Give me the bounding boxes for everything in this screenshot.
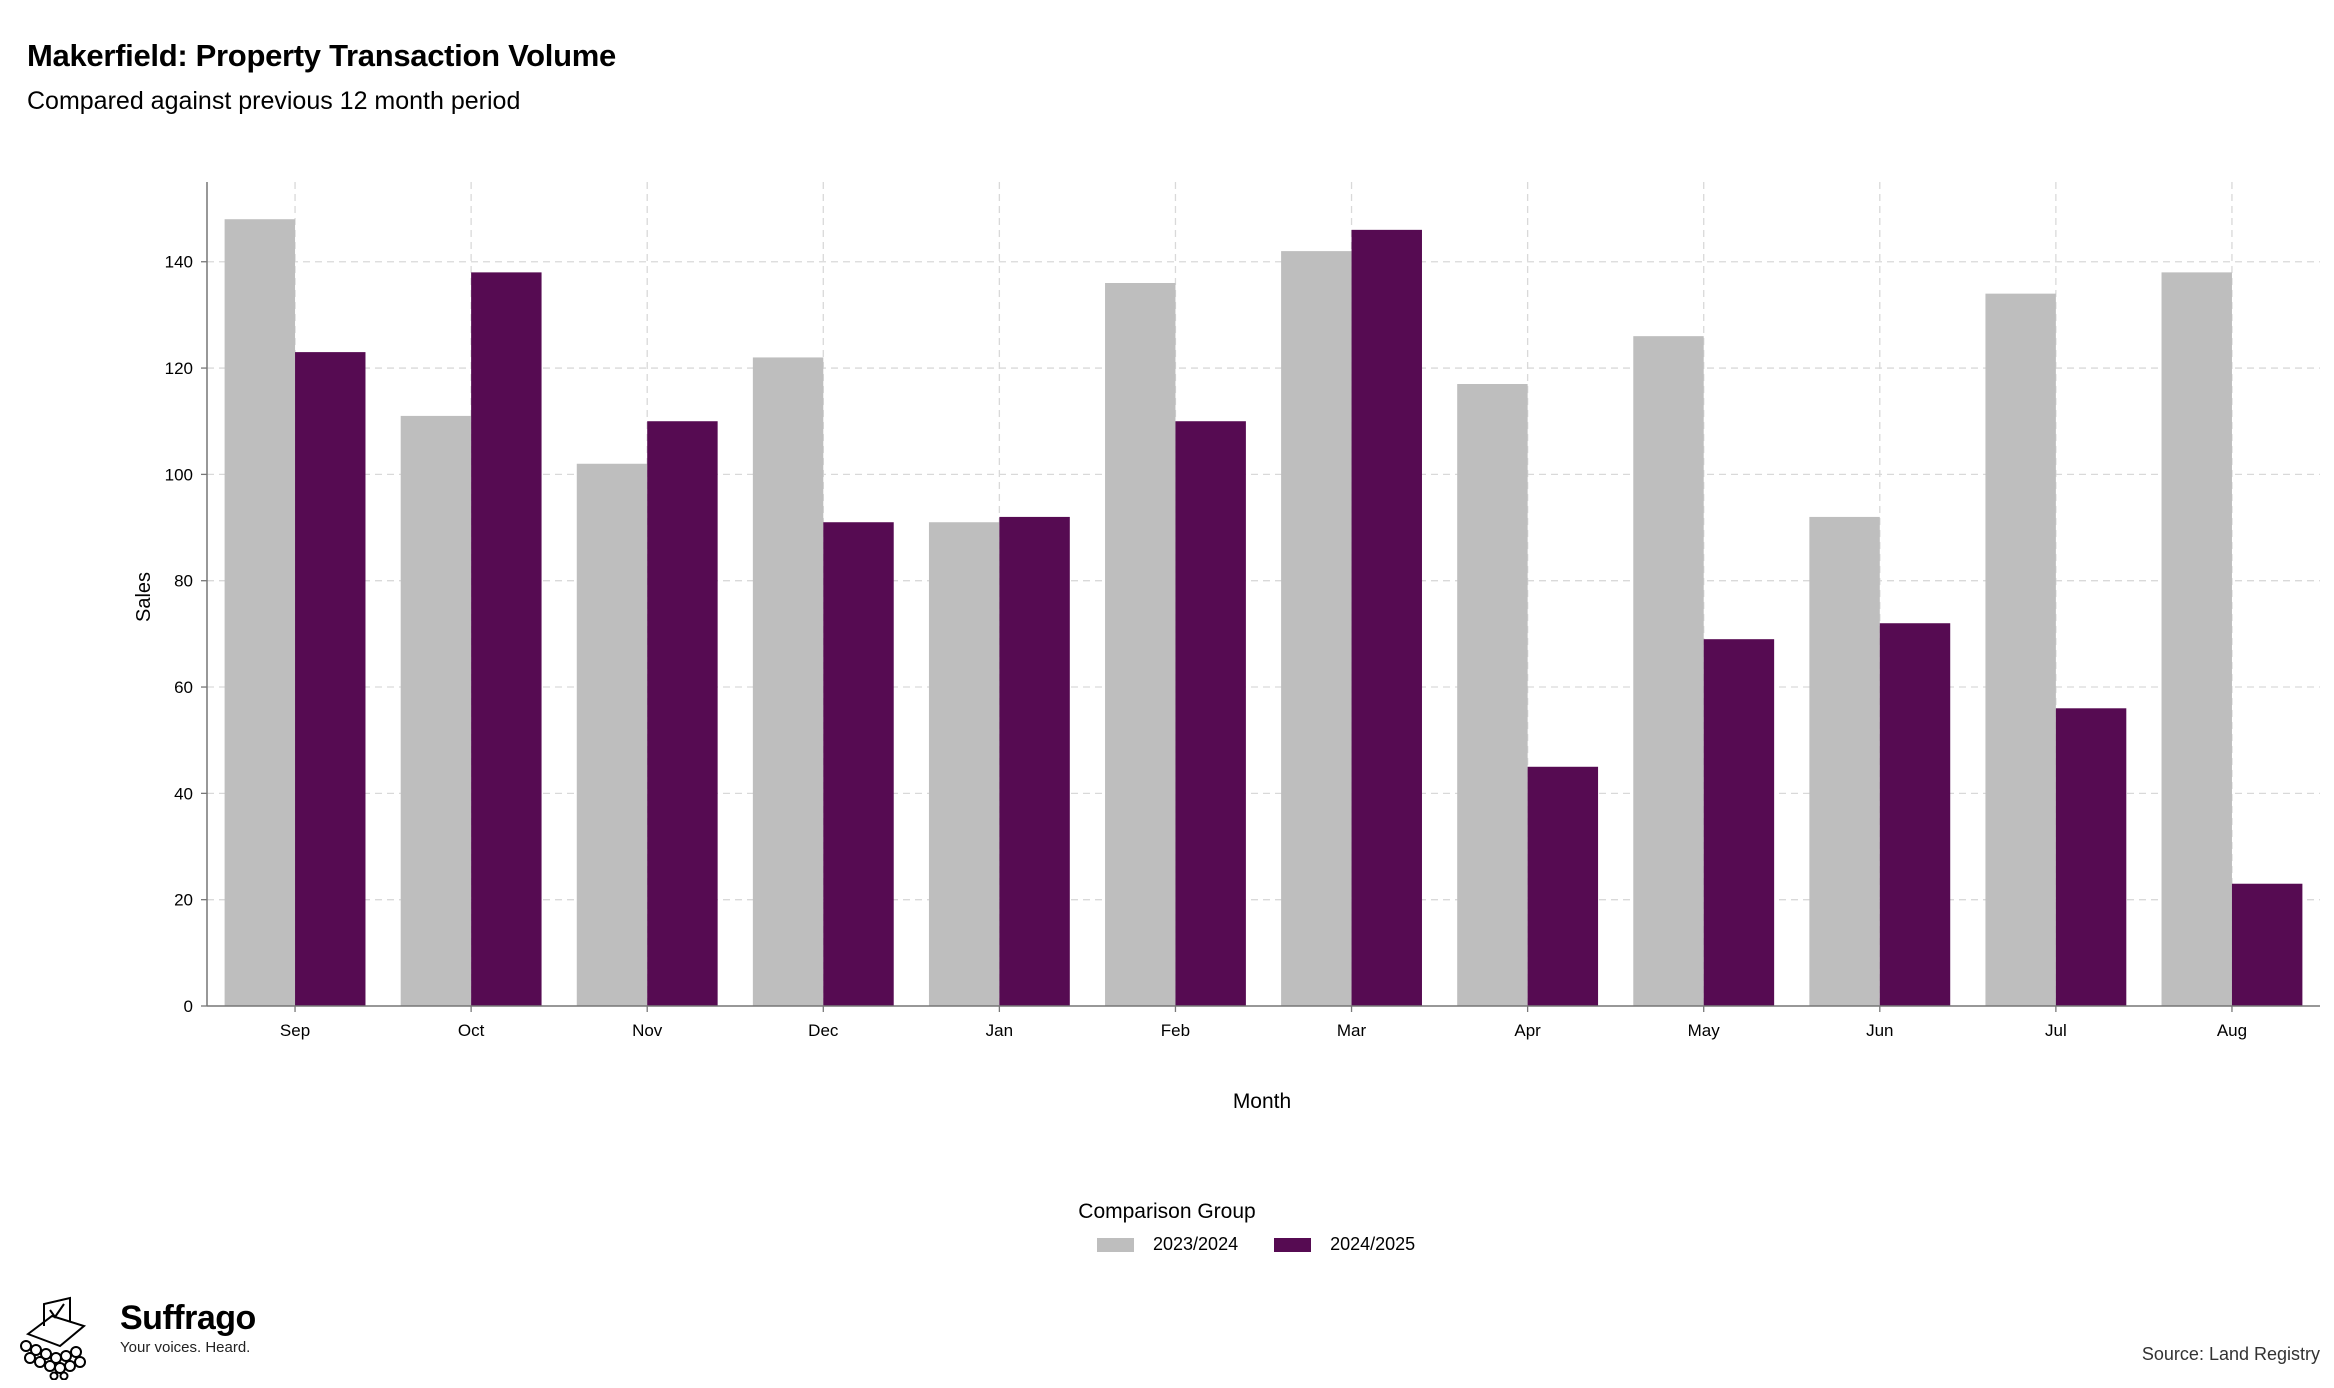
bar-chart: 0 20 40 60 80 100 120 140 Sep Oct Nov Dec Jan Feb Mar A… — [133, 182, 2320, 1113]
brand-tagline: Your voices. Heard. — [120, 1339, 251, 1357]
bar-2023-2024-aug — [2161, 272, 2232, 1006]
bar-2023-2024-may — [1633, 336, 1704, 1007]
x-tick-label: Jun — [1866, 1021, 1893, 1040]
bar-2024-2025-nov — [647, 421, 718, 1006]
x-tick-label: Apr — [1514, 1021, 1541, 1040]
x-tick-label: Nov — [632, 1021, 663, 1040]
bar-2024-2025-aug — [2231, 883, 2303, 1006]
x-axis-label: Month — [1233, 1090, 1291, 1113]
legend: 2023/2024 2024/2025 — [1097, 1234, 1451, 1255]
bar-2023-2024-jul — [1985, 293, 2056, 1007]
bar-2023-2024-jun — [1809, 516, 1880, 1006]
brand-name: Suffrago — [120, 1299, 256, 1337]
x-tick-label: Oct — [458, 1021, 485, 1040]
bar-2023-2024-mar — [1281, 251, 1352, 1006]
x-tick-label: May — [1688, 1021, 1721, 1040]
brand-text: Suffrago Your voices. Heard. — [120, 1296, 256, 1356]
y-tick-label: 100 — [165, 465, 193, 484]
x-tick-label: Jul — [2045, 1021, 2067, 1040]
bar-2024-2025-may — [1703, 639, 1775, 1006]
legend-item-2024-2025: 2024/2025 — [1274, 1234, 1415, 1255]
legend-label-2024-2025: 2024/2025 — [1330, 1234, 1416, 1254]
bar-2023-2024-apr — [1457, 384, 1528, 1006]
x-tick-label: Dec — [808, 1021, 839, 1040]
bars — [224, 219, 2303, 1007]
chart-subtitle: Compared against previous 12 month perio… — [27, 87, 521, 115]
legend-label-2023-2024: 2023/2024 — [1153, 1234, 1239, 1254]
bar-2024-2025-jun — [1879, 623, 1951, 1006]
brand-logo: Suffrago Your voices. Heard. — [14, 1296, 256, 1380]
legend-title: Comparison Group — [1078, 1200, 1256, 1223]
x-tick-label: Aug — [2217, 1021, 2247, 1040]
y-tick-label: 40 — [174, 784, 193, 803]
bar-2023-2024-jan — [928, 522, 1000, 1006]
source-note: Source: Land Registry — [2141, 1344, 2320, 1364]
ballot-box-icon — [20, 1296, 87, 1380]
bar-2024-2025-feb — [1175, 421, 1246, 1006]
bar-2024-2025-jul — [2055, 708, 2127, 1006]
bar-2023-2024-nov — [576, 463, 648, 1006]
x-tick-label: Jan — [986, 1021, 1013, 1040]
axes: 0 20 40 60 80 100 120 140 Sep Oct Nov Dec Jan Feb Mar A… — [165, 182, 2320, 1040]
x-tick-label: Feb — [1161, 1021, 1190, 1040]
chart-title: Makerfield: Property Transaction Volume — [27, 38, 616, 73]
bar-2024-2025-sep — [295, 352, 366, 1007]
y-tick-label: 60 — [174, 678, 193, 697]
y-axis-label: Sales — [133, 572, 155, 622]
x-tick-label: Mar — [1337, 1021, 1367, 1040]
y-tick-label: 140 — [165, 253, 193, 272]
y-tick-label: 20 — [174, 891, 193, 910]
legend-swatch-2024-2025 — [1274, 1237, 1312, 1252]
bar-2024-2025-dec — [823, 522, 894, 1006]
bar-2023-2024-sep — [224, 219, 296, 1007]
x-tick-label: Sep — [280, 1021, 310, 1040]
legend-swatch-2023-2024 — [1097, 1237, 1134, 1252]
bar-2024-2025-oct — [471, 272, 542, 1006]
bar-2023-2024-dec — [752, 357, 824, 1006]
y-tick-label: 80 — [174, 572, 193, 591]
bar-2024-2025-mar — [1351, 229, 1422, 1006]
bar-2024-2025-apr — [1527, 766, 1599, 1006]
bar-2023-2024-feb — [1105, 283, 1176, 1006]
bar-2023-2024-oct — [400, 415, 472, 1006]
y-tick-label: 0 — [184, 997, 193, 1016]
bar-2024-2025-jan — [999, 516, 1070, 1006]
legend-item-2023-2024: 2023/2024 — [1097, 1234, 1238, 1255]
y-tick-label: 120 — [165, 359, 193, 378]
